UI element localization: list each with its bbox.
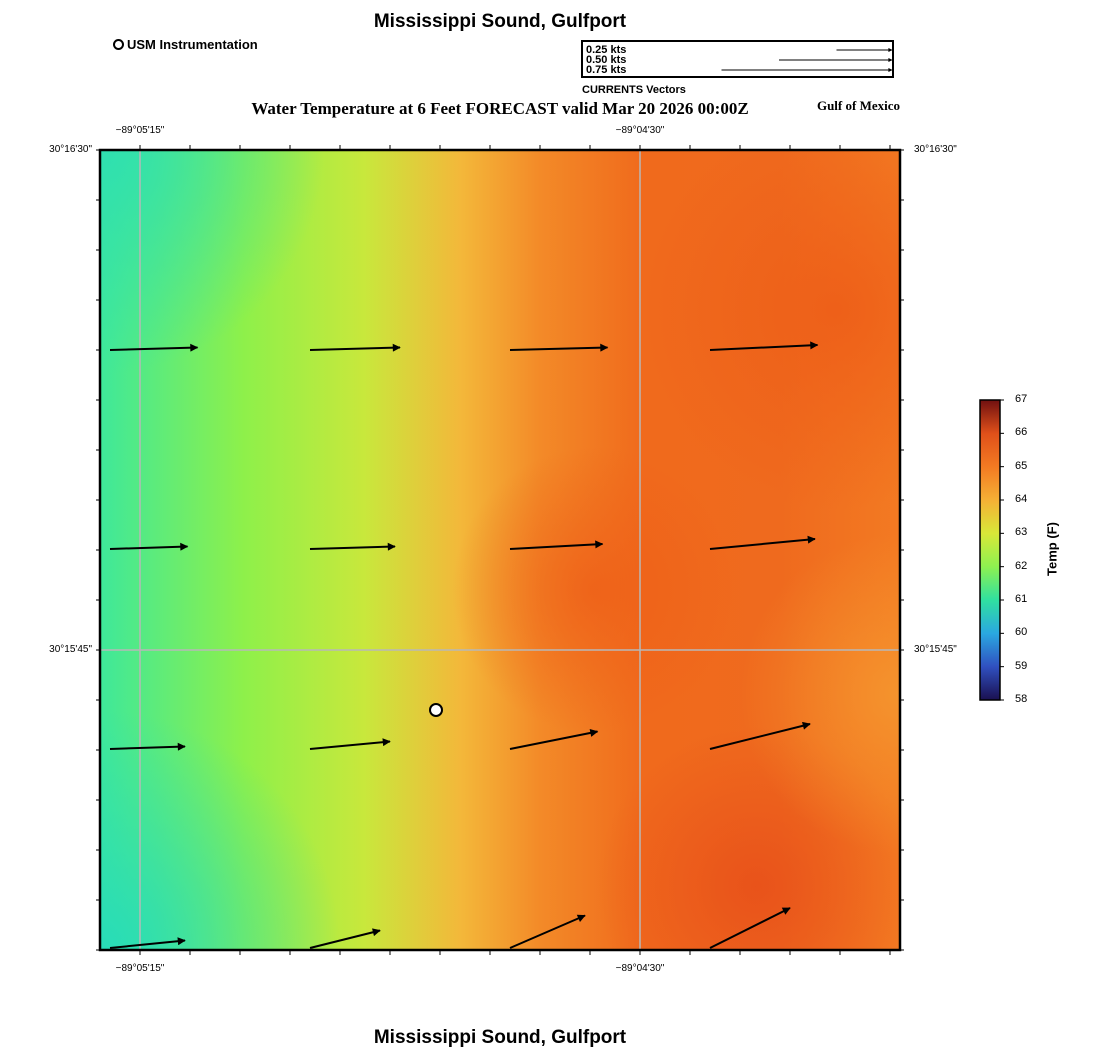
station-marker-icon [113, 39, 124, 50]
colorbar-title: Temp (F) [1044, 522, 1060, 576]
station-marker [429, 703, 443, 717]
lon-label: −89°05'15" [115, 125, 165, 136]
map-title-top: Mississippi Sound, Gulfport [373, 11, 627, 32]
forecast-title: Water Temperature at 6 Feet FORECAST val… [251, 99, 749, 118]
colorbar-tick-label: 63 [1015, 526, 1028, 539]
vector-scale-label: 0.75 kts [586, 64, 627, 76]
lon-label: −89°05'15" [115, 963, 165, 974]
colorbar-tick-label: 62 [1015, 559, 1028, 572]
lon-label: −89°04'30" [615, 963, 665, 974]
colorbar-tick-label: 66 [1015, 426, 1028, 439]
lon-label: −89°04'30" [615, 125, 665, 136]
colorbar-tick-label: 65 [1015, 459, 1028, 472]
lat-label: 30°15'45" [49, 644, 92, 655]
current-vector-arrow [709, 721, 811, 750]
lat-label: 30°16'30" [914, 144, 957, 155]
station-legend: USM Instrumentation [113, 37, 258, 52]
lat-label: 30°15'45" [914, 644, 957, 655]
colorbar-tick-label: 59 [1015, 659, 1028, 672]
vector-scale-legend: 0.25 kts 0.50 kts 0.75 kts [581, 40, 894, 78]
current-vector-arrow [509, 728, 599, 750]
vector-scale-label: 0.50 kts [586, 54, 627, 66]
current-vector-arrow [709, 535, 816, 550]
current-vector-arrow [509, 540, 604, 550]
current-vector-arrow [309, 542, 396, 551]
current-vector-arrow [109, 542, 189, 551]
region-label: Gulf of Mexico [816, 98, 900, 113]
colorbar-tick-label: 67 [1015, 393, 1028, 405]
colorbar-tick-label: 58 [1015, 693, 1028, 705]
vector-caption: CURRENTS Vectors [582, 84, 686, 96]
current-vector-arrow [709, 341, 819, 351]
temperature-colorbar [979, 399, 1004, 701]
current-vector-arrow [109, 343, 199, 352]
map-title-bottom: Mississippi Sound, Gulfport [373, 1027, 627, 1048]
vector-scale-label: 0.25 kts [586, 44, 627, 56]
current-vector-arrow [109, 937, 186, 949]
current-vector-arrow [509, 914, 586, 949]
current-vectors [109, 341, 819, 949]
current-vector-arrow [509, 343, 609, 352]
current-vector-arrow [709, 907, 791, 949]
colorbar-tick-label: 60 [1015, 626, 1028, 639]
vector-scale-arrows [721, 48, 893, 72]
current-vector-arrow [309, 343, 401, 352]
colorbar-tick-label: 61 [1015, 593, 1028, 605]
map-frame [98, 148, 902, 952]
station-legend-label: USM Instrumentation [127, 37, 258, 52]
colorbar-tick-label: 64 [1015, 493, 1028, 505]
current-vector-arrow [309, 928, 381, 949]
lat-label: 30°16'30" [49, 144, 92, 155]
graticule [100, 150, 900, 950]
temperature-field [100, 150, 900, 950]
current-vector-arrow [109, 742, 186, 751]
current-vector-arrow [309, 738, 391, 750]
